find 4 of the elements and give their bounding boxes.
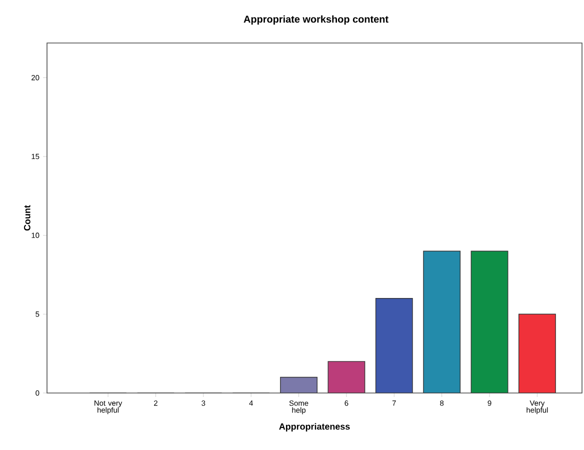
chart-title: Appropriate workshop content bbox=[244, 15, 388, 25]
x-axis-title: Appropriateness bbox=[279, 423, 350, 432]
y-axis-title: Count bbox=[24, 205, 30, 231]
bar bbox=[375, 298, 413, 393]
